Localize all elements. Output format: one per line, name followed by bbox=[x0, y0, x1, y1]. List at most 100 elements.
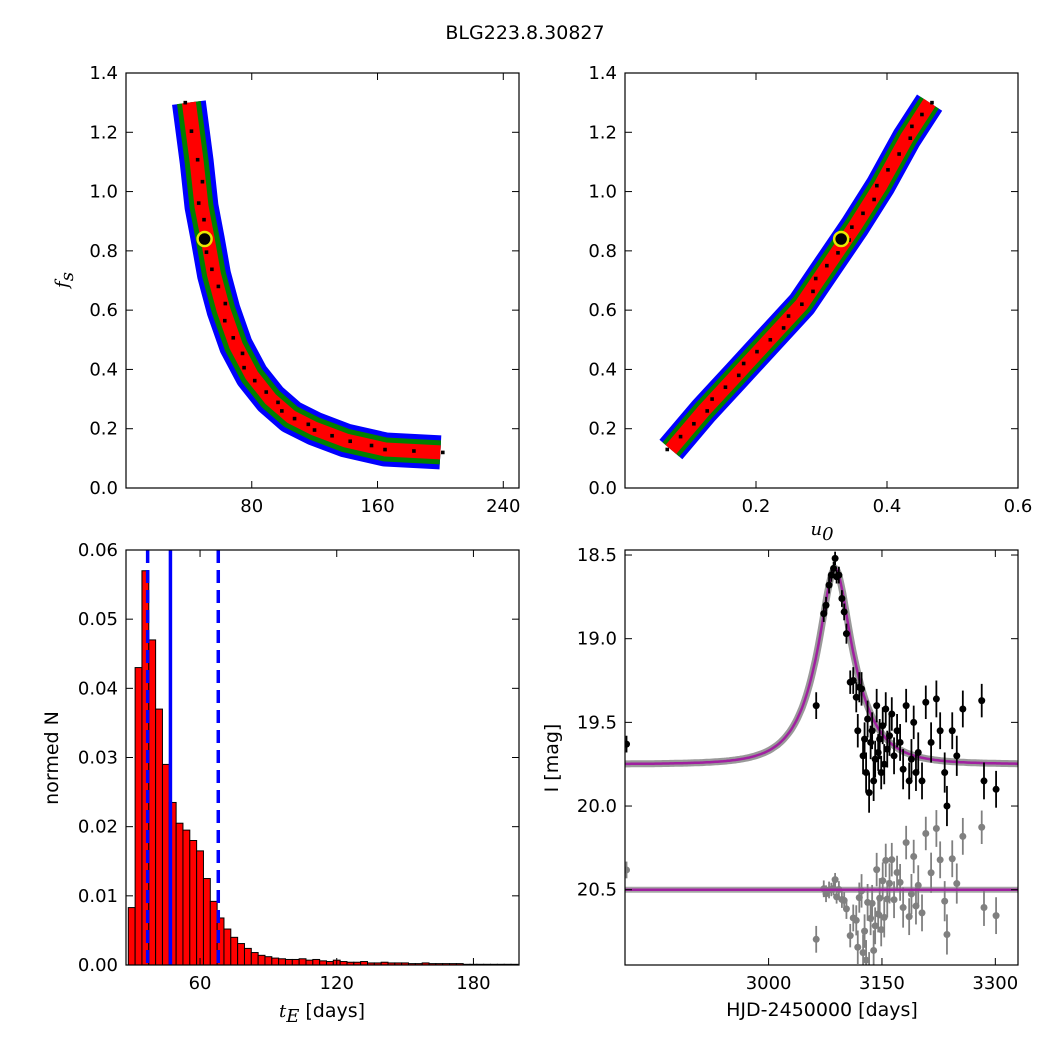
y-tick-label: 1.2 bbox=[89, 122, 118, 143]
sample-point bbox=[202, 217, 206, 222]
x-tick-label: 120 bbox=[320, 973, 354, 994]
sample-point bbox=[412, 449, 416, 453]
data-point bbox=[992, 785, 1000, 793]
histogram-bar bbox=[189, 840, 198, 965]
data-point bbox=[812, 702, 820, 710]
sample-point bbox=[231, 336, 236, 340]
residual-point bbox=[905, 913, 913, 921]
y-tick-label: 1.2 bbox=[588, 122, 617, 143]
histogram-bar bbox=[312, 958, 321, 965]
data-point bbox=[868, 727, 876, 735]
sample-point bbox=[897, 152, 901, 156]
data-point bbox=[842, 630, 850, 638]
x-tick-label: 0.6 bbox=[1004, 496, 1033, 517]
sample-point bbox=[665, 447, 670, 452]
data-point bbox=[910, 718, 918, 726]
y-axis-label: normed N bbox=[41, 711, 63, 805]
sample-point bbox=[811, 289, 815, 294]
sample-point bbox=[252, 378, 257, 383]
data-point bbox=[918, 777, 926, 785]
histogram-bar bbox=[209, 900, 218, 965]
data-point bbox=[927, 738, 935, 746]
data-point bbox=[932, 695, 940, 703]
data-point bbox=[880, 760, 888, 768]
data-point bbox=[871, 755, 879, 763]
residual-point bbox=[854, 943, 862, 951]
histogram-bar bbox=[257, 954, 266, 965]
histogram-bar bbox=[161, 763, 170, 965]
best-fit-marker bbox=[832, 230, 850, 248]
sample-point bbox=[781, 326, 786, 330]
sample-point bbox=[276, 400, 280, 405]
residual-point bbox=[992, 912, 1000, 920]
sample-point bbox=[223, 301, 228, 306]
data-point bbox=[896, 738, 904, 746]
data-point bbox=[922, 698, 930, 706]
confidence-region-inner bbox=[665, 98, 936, 455]
data-point bbox=[902, 702, 910, 710]
y-tick-label: 1.4 bbox=[89, 63, 118, 84]
residual-point bbox=[922, 829, 930, 837]
sample-point bbox=[210, 267, 214, 272]
residual-point bbox=[831, 876, 839, 884]
sample-point bbox=[441, 450, 445, 455]
sample-point bbox=[240, 351, 245, 356]
sample-point bbox=[930, 100, 934, 105]
data-point bbox=[936, 727, 944, 735]
sample-point bbox=[195, 157, 200, 162]
histogram-bar bbox=[278, 958, 286, 965]
residual-point bbox=[871, 922, 879, 930]
data-point bbox=[874, 748, 882, 756]
histogram-bar bbox=[175, 822, 184, 965]
residual-point bbox=[861, 927, 869, 935]
data-point bbox=[861, 735, 869, 743]
y-axis-label: I [mag] bbox=[541, 724, 563, 793]
y-tick-label: 0.03 bbox=[78, 748, 118, 769]
y-tick-label: 1.0 bbox=[89, 182, 118, 203]
x-tick-label: 80 bbox=[240, 496, 263, 517]
y-tick-label: 0.8 bbox=[89, 241, 118, 262]
data-point bbox=[865, 789, 873, 797]
axes-frame bbox=[624, 72, 1019, 489]
x-tick-label: 0.4 bbox=[873, 496, 902, 517]
histogram-bar bbox=[196, 850, 204, 965]
y-tick-label: 0.4 bbox=[588, 359, 617, 380]
sample-point bbox=[755, 349, 759, 354]
sample-point bbox=[312, 428, 317, 432]
data-point bbox=[876, 735, 884, 743]
data-point bbox=[852, 693, 860, 701]
residual-point bbox=[899, 904, 907, 912]
panel-fs-vs-te: 80 160 240 0.0 0.2 0.4 0.6 0.8 1.0 1.2 1.4 fs bbox=[52, 63, 520, 517]
histogram-bar bbox=[148, 639, 157, 965]
sample-point bbox=[872, 197, 876, 202]
axes-frame bbox=[125, 72, 520, 489]
data-point bbox=[840, 608, 848, 616]
y-tick-label: 0.2 bbox=[588, 419, 617, 440]
sample-point bbox=[825, 263, 829, 268]
data-point bbox=[858, 685, 866, 693]
data-point bbox=[825, 581, 833, 589]
y-tick-label: 0.01 bbox=[78, 886, 118, 907]
data-point bbox=[849, 677, 857, 685]
histogram-bar bbox=[291, 958, 300, 965]
residual-point bbox=[880, 913, 888, 921]
data-point bbox=[948, 727, 956, 735]
y-tick-label: 1.0 bbox=[588, 182, 617, 203]
data-point bbox=[899, 765, 907, 773]
y-tick-label: 0.0 bbox=[588, 478, 617, 499]
sample-point bbox=[678, 434, 683, 439]
histogram-bar bbox=[284, 958, 293, 965]
residual-point bbox=[882, 856, 890, 864]
x-axis-label-text: tE [days] bbox=[279, 1000, 365, 1027]
residual-point bbox=[870, 946, 878, 954]
confidence-region-mid bbox=[177, 101, 442, 465]
y-tick-label: 18.5 bbox=[577, 545, 617, 566]
histogram-bar bbox=[237, 943, 245, 965]
sample-point bbox=[920, 112, 924, 117]
residual-point bbox=[867, 914, 875, 922]
data-point bbox=[978, 697, 986, 705]
figure-title: BLG223.8.30827 bbox=[445, 22, 605, 44]
sample-point bbox=[741, 361, 746, 366]
sample-point bbox=[216, 284, 221, 289]
y-axis-label: fs bbox=[52, 272, 78, 290]
